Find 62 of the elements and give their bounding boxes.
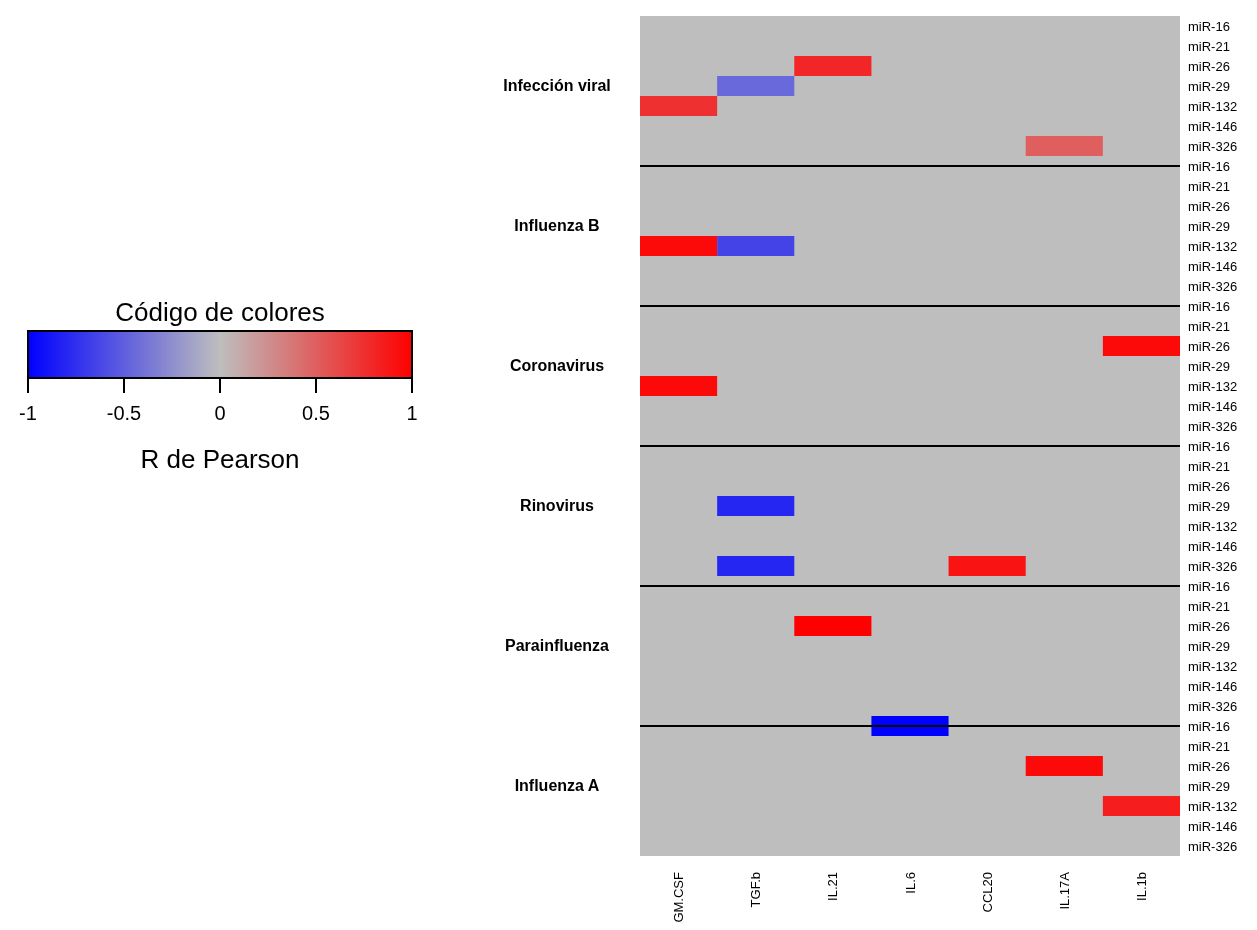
y-tick-label: miR-26: [1188, 618, 1230, 634]
color-bar-label: 0.5: [302, 402, 330, 424]
y2-tick-label: Parainfluenza: [504, 637, 610, 655]
y-tick-label: miR-146: [1188, 118, 1238, 134]
x-tick-label: IL.6: [902, 872, 918, 894]
y-tick-label: miR-326: [1188, 278, 1238, 294]
y-tick-label: miR-29: [1188, 78, 1230, 94]
y-tick-label: miR-132: [1188, 658, 1238, 674]
y-tick-label: miR-21: [1188, 318, 1230, 334]
y2-tick-label: Influenza B: [513, 217, 601, 235]
y-tick-label: miR-26: [1188, 338, 1230, 354]
y-tick-label: miR-326: [1188, 558, 1238, 574]
legend-title: Código de colores: [115, 297, 325, 327]
color-bar-label: 0: [214, 402, 226, 424]
y-tick-label: miR-132: [1188, 518, 1238, 534]
y2-tick-label: Coronavirus: [508, 357, 606, 375]
color-bar-title: R de Pearson: [140, 444, 300, 474]
y2-tick-label: Rinovirus: [519, 497, 595, 515]
y-tick-label: miR-21: [1188, 738, 1230, 754]
y-tick-label: miR-326: [1188, 138, 1238, 154]
y-tick-label: miR-16: [1188, 298, 1230, 314]
y-tick-label: miR-16: [1188, 578, 1230, 594]
color-bar-label: -0.5: [106, 402, 142, 424]
y-tick-label: miR-21: [1188, 178, 1230, 194]
y-tick-label: miR-29: [1188, 498, 1230, 514]
color-bar-label: 1: [406, 402, 418, 424]
y-tick-label: miR-21: [1188, 458, 1230, 474]
y-tick-label: miR-29: [1188, 218, 1230, 234]
y-tick-label: miR-132: [1188, 378, 1238, 394]
y-tick-label: miR-26: [1188, 478, 1230, 494]
y-tick-label: miR-132: [1188, 798, 1238, 814]
y-tick-label: miR-16: [1188, 158, 1230, 174]
y-tick-label: miR-29: [1188, 358, 1230, 374]
y-tick-label: miR-16: [1188, 18, 1230, 34]
color-bar-label: -1: [19, 402, 37, 424]
y-tick-label: miR-21: [1188, 598, 1230, 614]
y-tick-label: miR-146: [1188, 258, 1238, 274]
y-tick-label: miR-146: [1188, 398, 1238, 414]
y-tick-label: miR-132: [1188, 238, 1238, 254]
y-tick-label: miR-26: [1188, 198, 1230, 214]
y-tick-label: miR-132: [1188, 98, 1238, 114]
x-tick-label: GM.CSF: [671, 871, 687, 923]
y2-tick-label: Infección viral: [502, 77, 612, 95]
y-tick-label: miR-16: [1188, 718, 1230, 734]
y-tick-label: miR-326: [1188, 838, 1238, 854]
y-tick-label: miR-146: [1188, 678, 1238, 694]
y-tick-label: miR-26: [1188, 758, 1230, 774]
y-tick-label: miR-146: [1188, 818, 1238, 834]
y-tick-label: miR-146: [1188, 538, 1238, 554]
y2-tick-label: Influenza A: [513, 777, 601, 795]
y-tick-label: miR-21: [1188, 38, 1230, 54]
y-tick-label: miR-26: [1188, 58, 1230, 74]
y-tick-label: miR-29: [1188, 638, 1230, 654]
y-tick-label: miR-326: [1188, 418, 1238, 434]
x-tick-label: IL.1b: [1133, 872, 1149, 901]
y-tick-label: miR-326: [1188, 698, 1238, 714]
x-tick-label: TGF.b: [748, 872, 764, 908]
x-tick-label: CCL20: [979, 872, 995, 913]
x-tick-label: IL.21: [825, 872, 841, 901]
y-tick-label: miR-29: [1188, 778, 1230, 794]
y-tick-label: miR-16: [1188, 438, 1230, 454]
x-tick-label: IL.17A: [1056, 871, 1072, 910]
